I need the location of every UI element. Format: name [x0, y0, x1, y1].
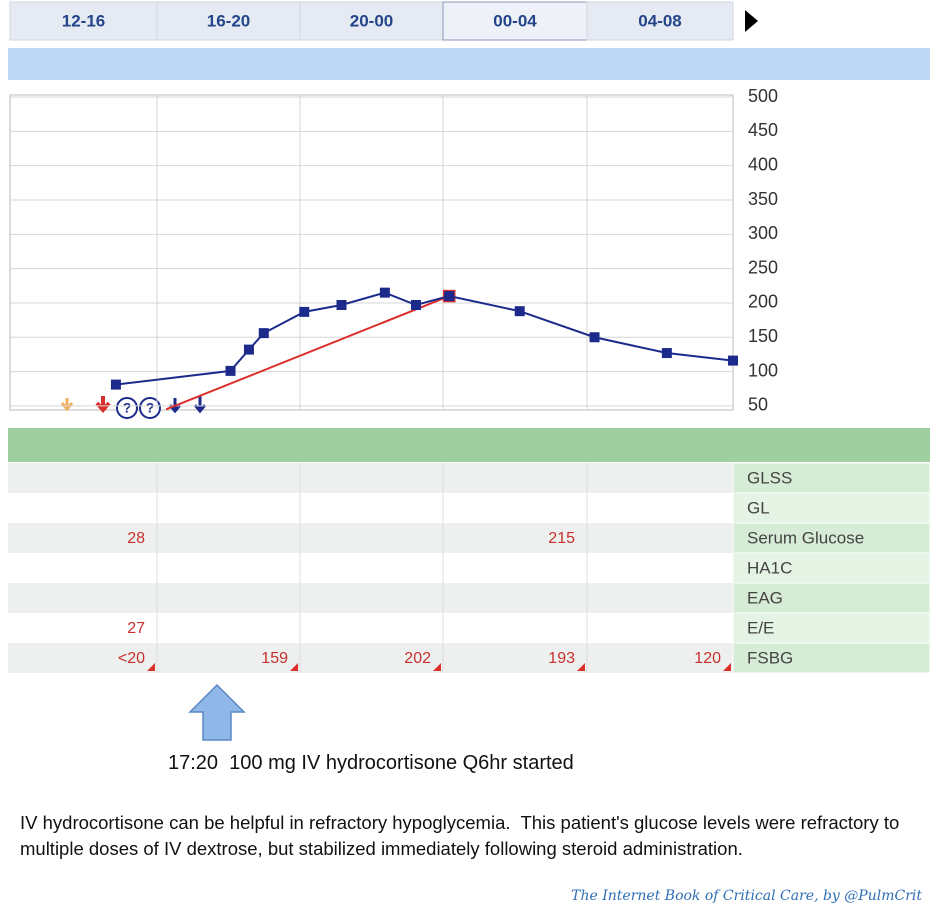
data-point	[110, 379, 121, 390]
comment-flag	[290, 663, 298, 671]
data-point	[299, 306, 310, 317]
table-row	[8, 613, 733, 643]
tab-label[interactable]: 04-08	[638, 11, 681, 30]
y-tick-label: 100	[748, 360, 778, 380]
table-row	[8, 553, 733, 583]
data-point	[728, 355, 738, 366]
tab-label[interactable]: 00-04	[493, 11, 537, 30]
y-tick-label: 250	[748, 257, 778, 277]
row-label: HA1C	[747, 558, 792, 577]
table-header-band	[8, 428, 930, 462]
tab[interactable]	[299, 1, 444, 41]
table-row	[8, 493, 733, 523]
y-tick-label: 450	[748, 120, 778, 140]
row-label-cell	[732, 642, 931, 674]
unknown-icon	[139, 397, 161, 419]
row-label: FSBG	[747, 648, 793, 667]
data-point	[336, 300, 347, 310]
data-point	[444, 291, 455, 302]
cell-value: 193	[548, 650, 575, 667]
row-label: GL	[747, 498, 770, 517]
tab[interactable]	[156, 1, 301, 41]
series-line	[165, 295, 450, 410]
table-row	[8, 523, 733, 553]
next-arrow[interactable]	[745, 10, 758, 32]
comment-flag	[433, 663, 441, 671]
header-band	[8, 48, 930, 80]
comment-flag	[147, 663, 155, 671]
comment-flag	[577, 663, 585, 671]
comment-flag	[723, 663, 731, 671]
caption: IV hydrocortisone can be helpful in refr…	[20, 812, 905, 859]
row-label-cell	[732, 462, 931, 494]
row-label: Serum Glucose	[747, 528, 864, 547]
table-row	[8, 583, 733, 613]
cell-value: 159	[261, 650, 288, 667]
annotation: 17:20 100 mg IV hydrocortisone Q6hr star…	[168, 752, 574, 774]
arrow-icon	[193, 396, 207, 414]
data-point	[258, 328, 269, 339]
y-tick-label: 350	[748, 189, 778, 209]
unknown-icon-glyph: ?	[123, 400, 132, 416]
table-row	[8, 643, 733, 673]
y-tick-label: 150	[748, 326, 778, 346]
y-tick-label: 200	[748, 292, 778, 312]
tab[interactable]	[442, 1, 588, 41]
y-tick-label: 300	[748, 223, 778, 243]
y-tick-label: 500	[748, 86, 778, 106]
tab[interactable]	[586, 1, 734, 41]
row-label: EAG	[747, 588, 783, 607]
cell-value: 27	[127, 620, 145, 637]
data-point	[243, 344, 254, 355]
annotation-arrow	[188, 683, 246, 741]
row-label-cell	[732, 552, 931, 584]
cell-value: 120	[694, 650, 721, 667]
row-label-cell	[732, 582, 931, 614]
cell-value: <20	[118, 650, 145, 667]
cell-value: 28	[127, 530, 145, 547]
row-label-cell	[732, 522, 931, 554]
tab-label[interactable]: 20-00	[350, 11, 393, 30]
row-label: E/E	[747, 618, 774, 637]
data-point	[514, 306, 525, 317]
data-point	[225, 365, 236, 376]
data-point	[410, 300, 421, 310]
plot-area	[9, 94, 734, 411]
credit: The Internet Book of Critical Care, by @…	[571, 888, 922, 904]
tab-label[interactable]: 16-20	[207, 11, 250, 30]
data-point	[379, 287, 390, 298]
unknown-icon-glyph: ?	[146, 400, 155, 416]
cell-value: 215	[548, 530, 575, 547]
data-point	[661, 348, 672, 359]
row-label: GLSS	[747, 468, 792, 487]
tab-label[interactable]: 12-16	[62, 11, 105, 30]
y-tick-label: 400	[748, 154, 778, 174]
y-tick-label: 50	[748, 395, 768, 415]
row-label-cell	[732, 492, 931, 524]
table-row	[8, 463, 733, 493]
cell-value: 202	[404, 650, 431, 667]
row-label-cell	[732, 612, 931, 644]
arrow-icon	[95, 396, 111, 414]
low-indicators: ? ?	[60, 396, 207, 419]
data-point	[589, 332, 600, 343]
unknown-icon	[116, 397, 138, 419]
